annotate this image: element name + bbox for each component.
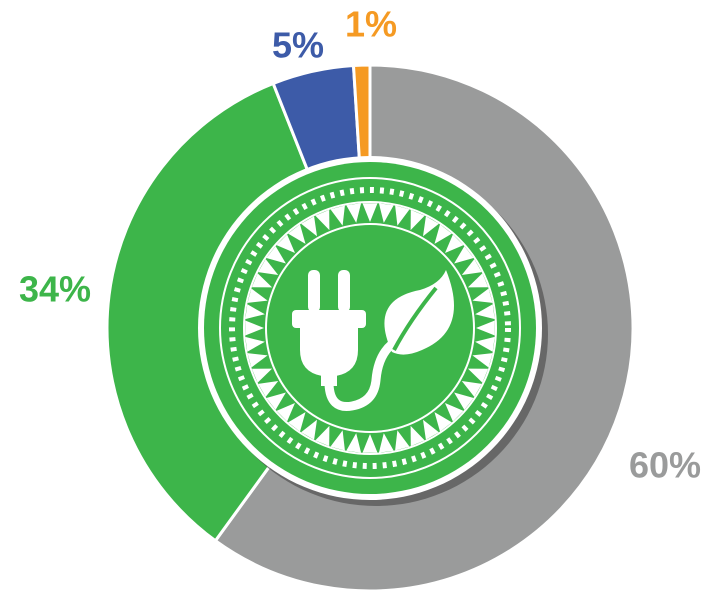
value-label: 5% <box>272 25 324 66</box>
chart: 60% 34% 5% 1% <box>0 0 706 592</box>
value-label: 34% <box>19 269 91 310</box>
page: 60%34%5%1% (() => { const data = JSON.pa… <box>0 0 706 592</box>
value-label: 60% <box>629 445 701 486</box>
value-label: 1% <box>345 4 397 45</box>
